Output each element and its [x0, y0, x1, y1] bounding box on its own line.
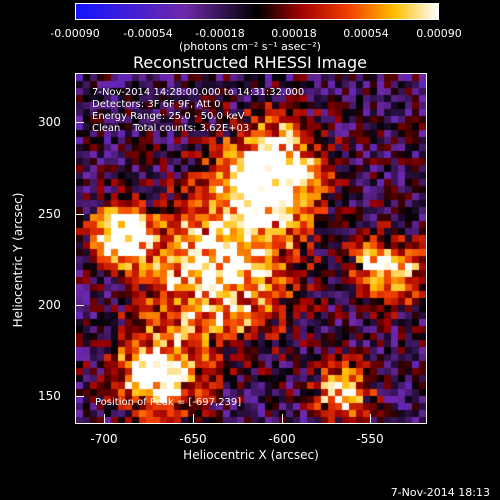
colorbar [75, 3, 439, 20]
x-tick-label: -550 [356, 432, 384, 446]
colorbar-tick: 0.00018 [271, 27, 317, 40]
colorbar-tick: -0.00090 [50, 27, 100, 40]
y-tick-label: 150 [38, 389, 61, 403]
info-energy-range: Energy Range: 25.0 - 50.0 keV [92, 111, 245, 122]
colorbar-tick: -0.00054 [123, 27, 173, 40]
y-tick-label: 200 [38, 298, 61, 312]
y-axis-label: Heliocentric Y (arcsec) [11, 192, 25, 328]
info-detectors: Detectors: 3F 6F 9F, Att 0 [92, 99, 221, 110]
y-tick-mark [75, 122, 84, 123]
x-tick-mark [370, 414, 371, 423]
image-title: Reconstructed RHESSI Image [133, 53, 367, 72]
colorbar-tick: -0.00018 [195, 27, 245, 40]
reconstructed-image [76, 74, 426, 423]
x-tick-label: -600 [268, 432, 296, 446]
y-tick-label: 300 [38, 115, 61, 129]
y-tick-label: 250 [38, 207, 61, 221]
colorbar-units: (photons cm⁻² s⁻¹ asec⁻²) [179, 40, 321, 53]
info-counts: Clean Total counts: 3.62E+03 [92, 123, 250, 134]
colorbar-tick: 0.00054 [343, 27, 389, 40]
y-tick-mark [75, 214, 84, 215]
x-axis-label: Heliocentric X (arcsec) [183, 448, 319, 462]
info-time-range: 7-Nov-2014 14:28:00.000 to 14:31:32.000 [92, 87, 305, 98]
x-tick-label: -650 [179, 432, 207, 446]
y-tick-mark [75, 396, 84, 397]
image-plot-area [75, 73, 427, 424]
x-tick-label: -700 [90, 432, 118, 446]
y-tick-mark [75, 305, 84, 306]
render-timestamp: 7-Nov-2014 18:13 [390, 486, 490, 499]
x-tick-mark [193, 414, 194, 423]
colorbar-tick: 0.00090 [416, 27, 462, 40]
x-tick-mark [104, 414, 105, 423]
x-tick-mark [282, 414, 283, 423]
peak-position: Position of Peak = [-697,239] [95, 397, 242, 408]
